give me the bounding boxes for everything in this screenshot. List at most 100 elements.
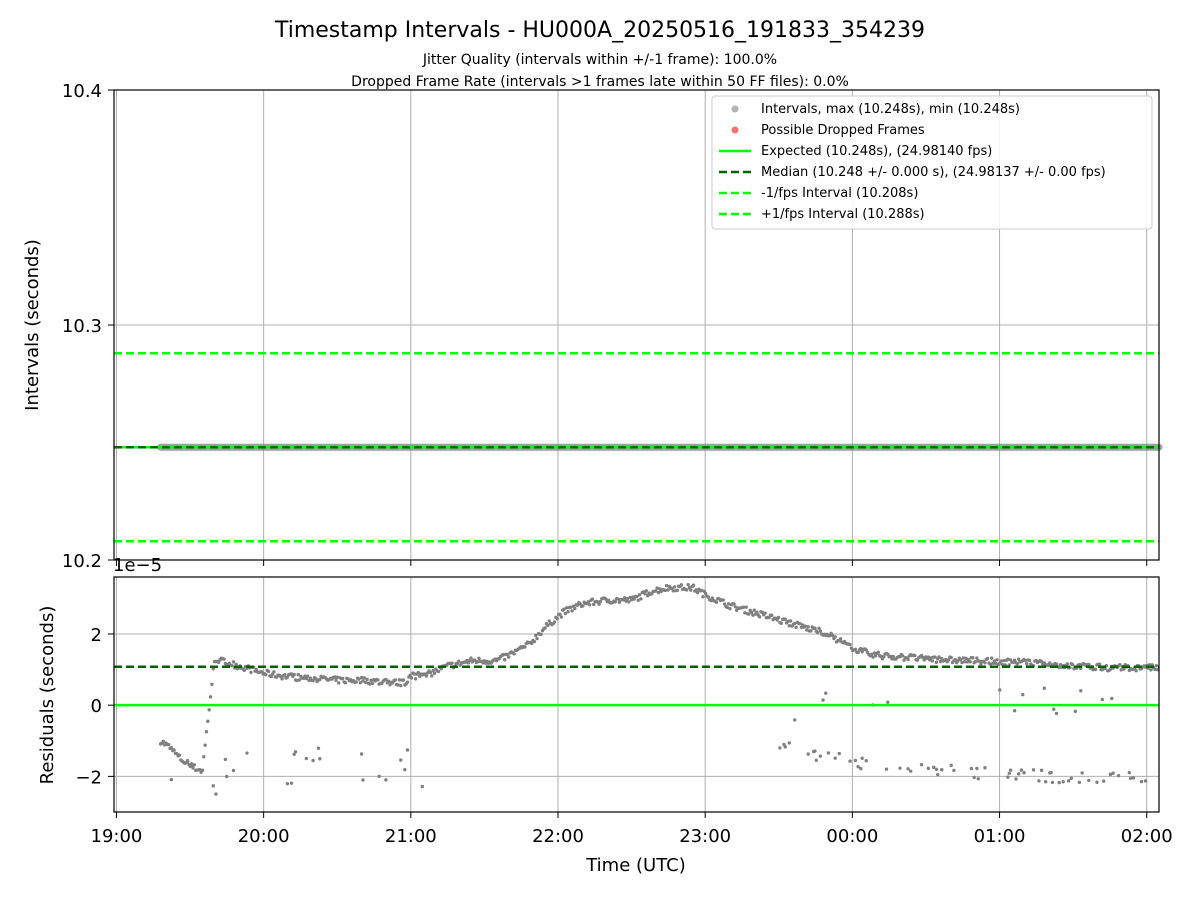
residual-point xyxy=(1042,661,1047,665)
residual-point xyxy=(457,659,461,663)
residual-point xyxy=(741,605,746,609)
x-tick-label: 20:00 xyxy=(238,826,290,847)
residual-point xyxy=(1131,776,1136,780)
top-y-tick-label: 10.4 xyxy=(62,81,102,102)
residual-point xyxy=(971,655,975,660)
residual-point xyxy=(979,662,983,666)
residual-point xyxy=(864,759,868,763)
residual-point xyxy=(318,677,322,682)
residual-point xyxy=(805,628,809,632)
residual-point xyxy=(316,746,321,750)
residual-point xyxy=(591,602,596,607)
residual-point xyxy=(1087,778,1091,783)
residual-point xyxy=(424,674,429,678)
top-y-tick-label: 10.2 xyxy=(62,551,102,572)
residual-point xyxy=(919,762,924,767)
residual-point xyxy=(505,652,510,657)
residual-point xyxy=(343,681,348,685)
residual-point xyxy=(211,784,215,788)
residual-point xyxy=(529,641,534,646)
residual-point xyxy=(1128,776,1133,780)
residual-point xyxy=(793,718,797,722)
residual-point xyxy=(743,611,747,615)
residual-point xyxy=(613,600,617,604)
residual-point xyxy=(813,749,817,753)
residual-point xyxy=(1066,779,1071,783)
residual-point xyxy=(408,673,412,677)
residual-point xyxy=(539,632,543,637)
bottom-panel-lines xyxy=(114,665,1159,707)
residual-point xyxy=(1043,780,1048,784)
residual-point xyxy=(856,650,860,655)
residual-point xyxy=(733,605,738,609)
residual-point xyxy=(931,765,936,770)
residual-point xyxy=(701,595,705,599)
residual-point xyxy=(430,674,434,678)
x-tick-label: 00:00 xyxy=(826,826,878,847)
residual-point xyxy=(370,681,375,686)
residual-point xyxy=(203,743,207,747)
residual-point xyxy=(230,663,234,668)
residual-point xyxy=(357,677,361,681)
residual-point xyxy=(341,676,345,681)
residual-point xyxy=(689,588,693,592)
residual-point xyxy=(1016,772,1021,776)
residual-point xyxy=(629,598,634,602)
legend-marker-dropped xyxy=(731,126,739,134)
residual-point xyxy=(937,655,941,659)
x-axis-label: Time (UTC) xyxy=(585,855,686,876)
residual-point xyxy=(393,678,398,682)
residual-point xyxy=(558,612,562,616)
residual-point xyxy=(891,654,895,659)
residual-point xyxy=(1027,658,1032,663)
residual-point xyxy=(930,659,935,663)
residual-point xyxy=(817,626,821,630)
residual-point xyxy=(161,739,166,743)
residual-point xyxy=(431,668,435,673)
residual-point xyxy=(666,588,670,592)
residual-point xyxy=(185,758,190,763)
residual-point xyxy=(546,623,550,628)
residual-point xyxy=(403,767,407,772)
residual-point xyxy=(1022,771,1026,775)
residual-point xyxy=(384,677,388,682)
residual-point xyxy=(946,658,951,662)
residual-point xyxy=(826,751,831,755)
residual-point xyxy=(547,619,551,623)
residual-point xyxy=(1057,665,1061,670)
residual-point xyxy=(365,677,369,682)
residual-point xyxy=(788,619,793,623)
residual-point xyxy=(590,597,595,601)
residual-point xyxy=(882,655,886,659)
residual-point xyxy=(234,662,238,666)
residual-point xyxy=(569,605,573,609)
residual-point xyxy=(1108,667,1113,671)
residual-point xyxy=(706,595,711,599)
residual-point xyxy=(803,624,808,628)
residual-point xyxy=(637,593,642,597)
legend-label-minus-fps: -1/fps Interval (10.208s) xyxy=(761,186,918,201)
residual-point xyxy=(999,659,1003,663)
residual-point xyxy=(749,610,754,615)
residual-point xyxy=(709,598,713,603)
residual-point xyxy=(334,678,338,682)
residual-point xyxy=(1069,776,1074,781)
residual-point xyxy=(956,659,960,663)
residual-point xyxy=(223,757,228,762)
residual-point xyxy=(597,602,601,606)
residual-point xyxy=(824,691,828,695)
residual-point xyxy=(1116,773,1121,778)
residual-point xyxy=(216,660,221,665)
x-tick-label: 22:00 xyxy=(532,826,584,847)
residual-point xyxy=(793,621,797,626)
residual-point xyxy=(1093,667,1098,672)
residual-point xyxy=(354,680,358,684)
residual-point xyxy=(297,678,302,682)
residual-point xyxy=(934,660,939,665)
residual-point xyxy=(296,672,300,677)
x-tick-label: 23:00 xyxy=(679,826,731,847)
residual-point xyxy=(436,669,441,674)
residual-point xyxy=(656,590,661,595)
residual-point xyxy=(501,652,505,657)
residual-point xyxy=(886,700,890,704)
